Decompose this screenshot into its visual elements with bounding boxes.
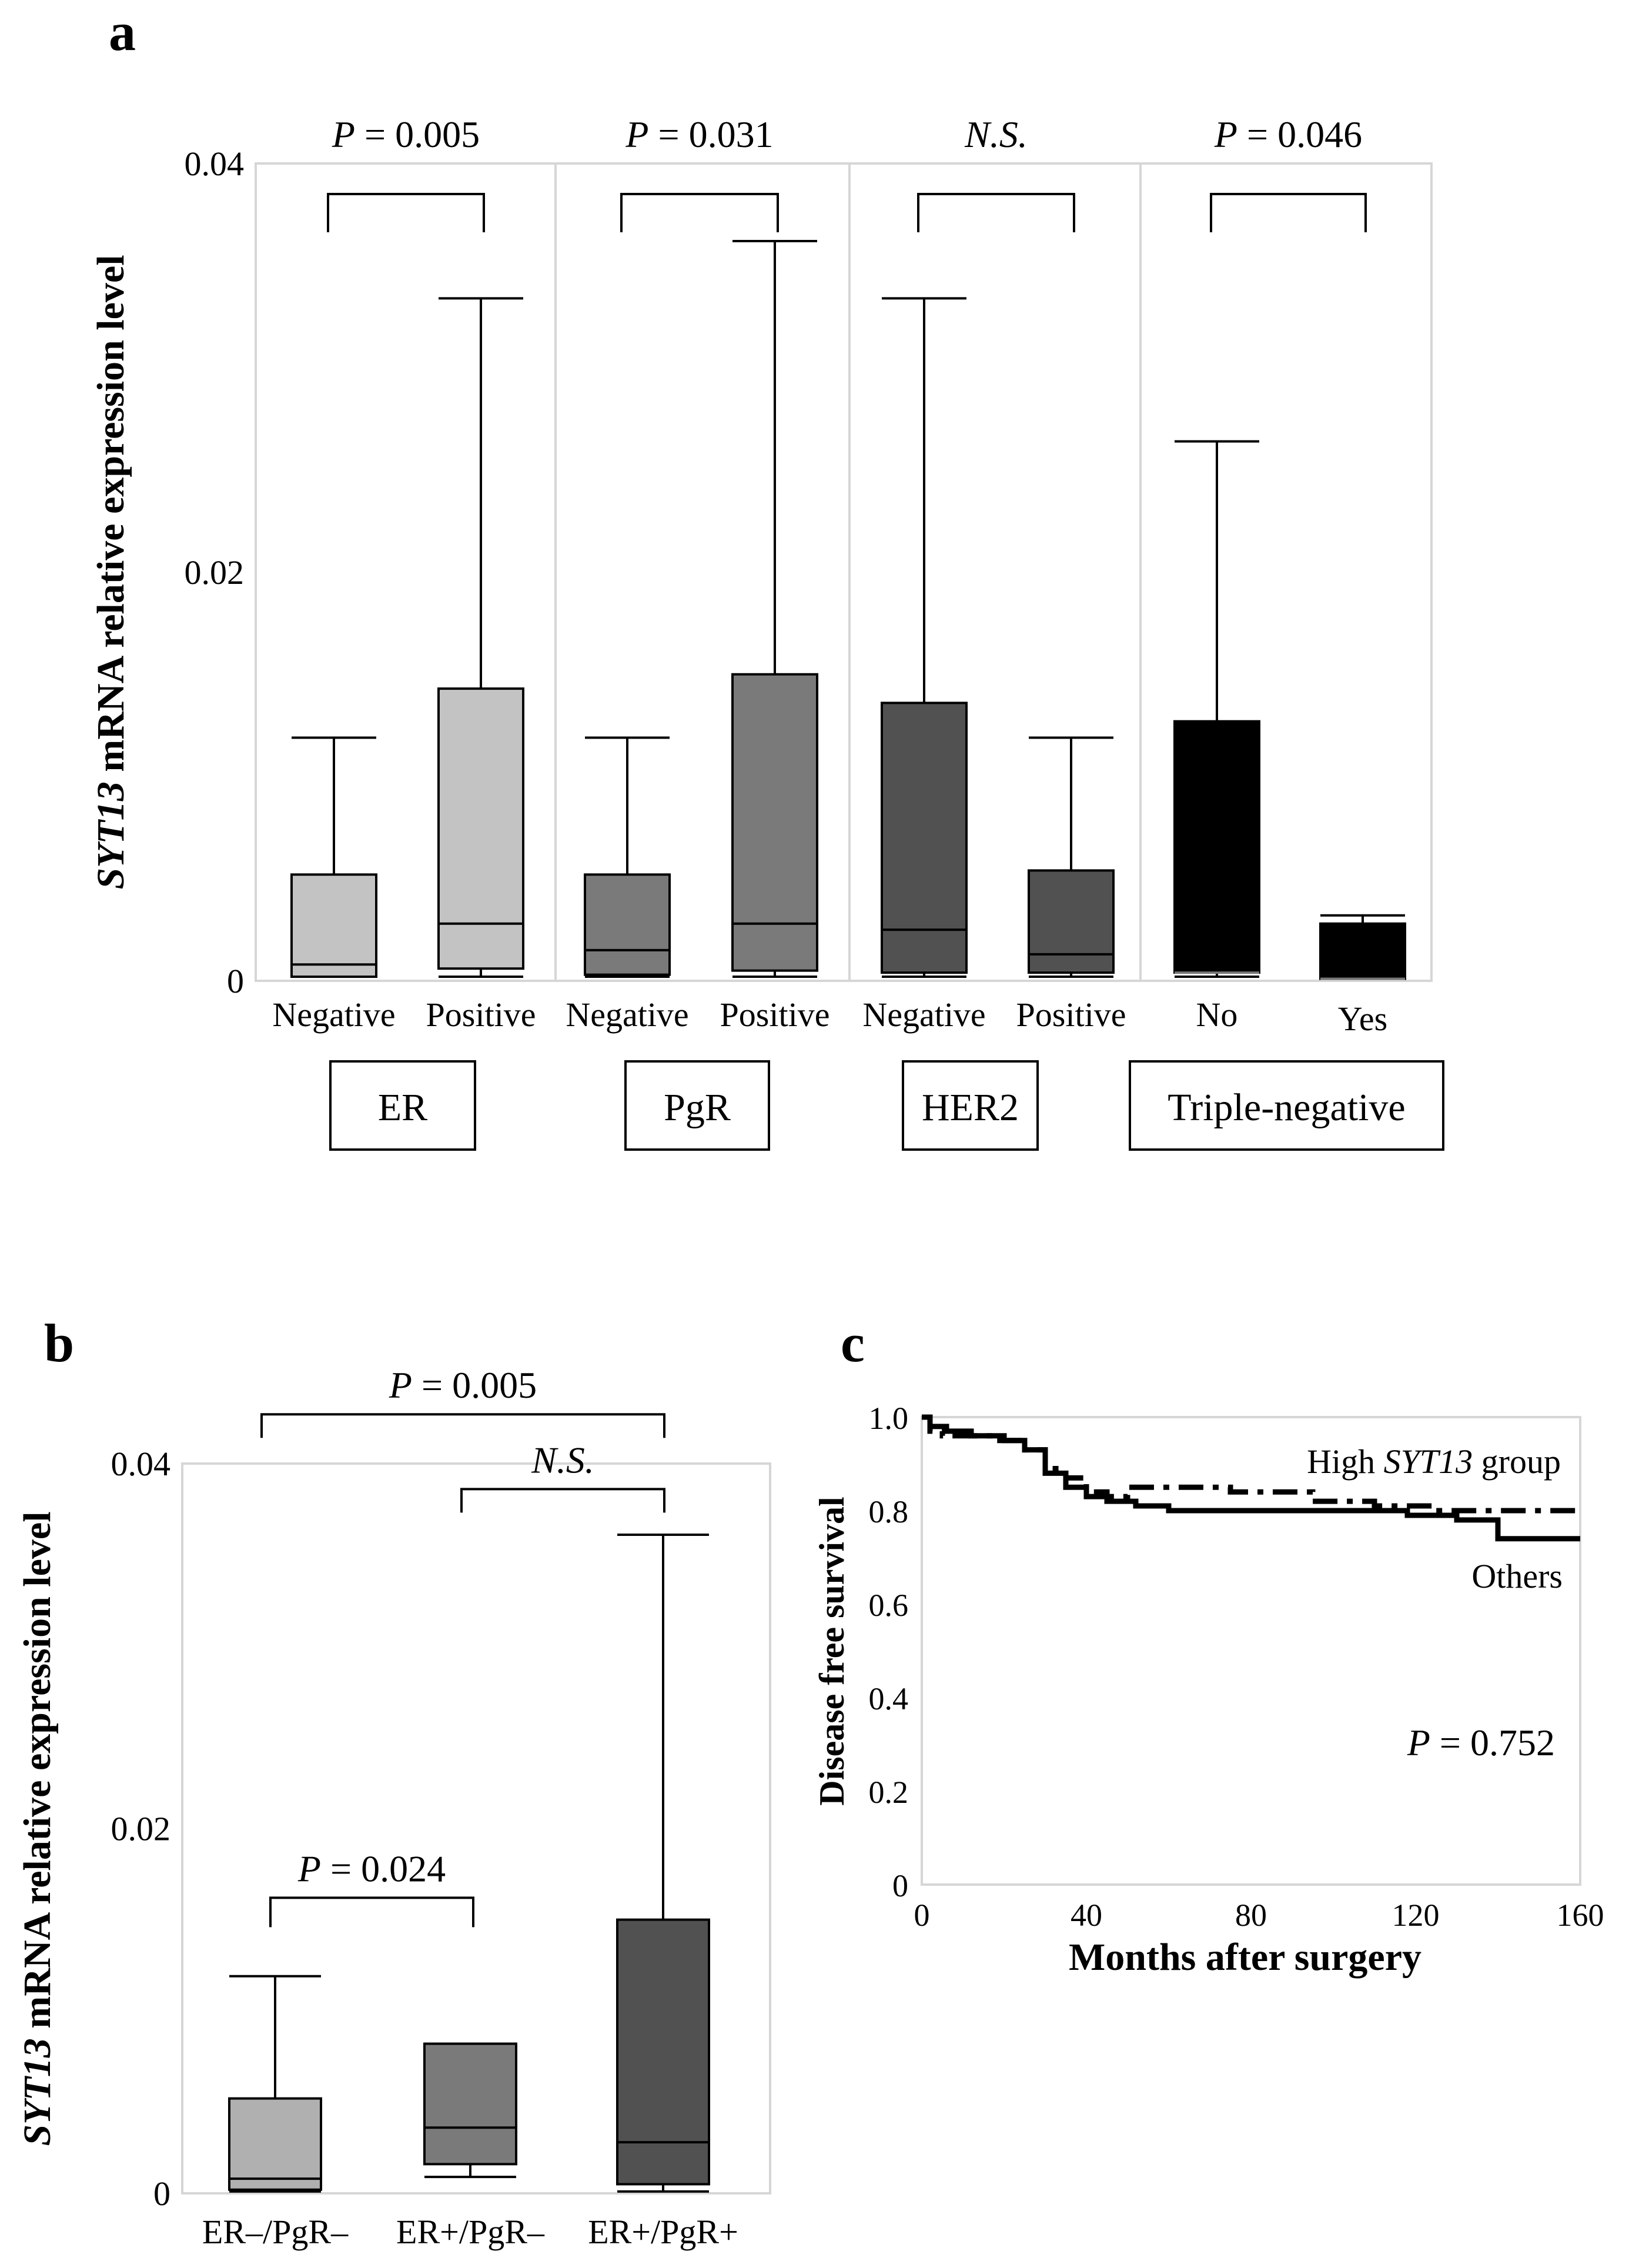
significance-label: N.S. — [964, 113, 1028, 155]
x-category-label: Negative — [566, 996, 688, 1034]
box-iqr — [423, 2042, 517, 2166]
y-tick-label: 0 — [227, 962, 244, 1000]
significance-label: P = 0.005 — [389, 1364, 537, 1406]
x-category-label: ER+/PgR– — [396, 2213, 545, 2251]
box-iqr — [228, 2097, 322, 2191]
significance-label: N.S. — [531, 1439, 594, 1481]
x-tick-label: 40 — [1071, 1898, 1102, 1933]
box-iqr — [1319, 922, 1406, 980]
box-iqr — [437, 687, 524, 970]
significance-label: P = 0.005 — [332, 113, 480, 155]
x-category-label: Negative — [862, 996, 985, 1034]
panel-a-y-axis-label: SYT13 mRNA relative expression level — [89, 255, 132, 889]
group-label-box — [1129, 1060, 1444, 1151]
y-tick-label: 0.02 — [111, 1810, 171, 1848]
y-tick-label: 1.0 — [869, 1401, 909, 1436]
y-tick-label: 0.04 — [185, 145, 245, 183]
box-iqr — [1028, 869, 1115, 974]
group-label-box — [624, 1060, 770, 1151]
significance-bracket — [269, 1896, 474, 1928]
x-category-label: Yes — [1338, 1000, 1387, 1038]
significance-bracket — [620, 193, 779, 232]
x-tick-label: 160 — [1557, 1898, 1604, 1933]
panel-b-boxplot: 0.04 0.02 0 SYT13 mRNA relative expression… — [16, 1364, 771, 2251]
y-tick-label: 0.8 — [869, 1494, 909, 1529]
panel-c-x-axis-label: Months after surgery — [1069, 1936, 1421, 1979]
x-category-label: Negative — [272, 996, 395, 1034]
series-label-high-syt13: High SYT13 group — [1307, 1442, 1561, 1481]
y-tick-label: 0.4 — [869, 1681, 909, 1716]
group-label-box — [902, 1060, 1039, 1151]
y-tick-label: 0 — [892, 1868, 908, 1903]
box-iqr — [731, 673, 818, 972]
significance-label: P = 0.046 — [1214, 113, 1362, 155]
panel-label-c: c — [841, 1313, 865, 1373]
y-tick-label: 0.2 — [869, 1775, 909, 1810]
panel-a-boxplot: 0.04 0.02 0 SYT13 mRNA relative expression… — [89, 113, 1444, 1151]
group-label: ER — [378, 1086, 427, 1129]
p-value-annotation: P = 0.752 — [1407, 1722, 1555, 1763]
panel-c-plot-frame — [921, 1416, 1581, 1886]
box-iqr — [616, 1918, 710, 2186]
x-tick-label: 0 — [914, 1898, 930, 1933]
survival-curve-others — [922, 1414, 1580, 1542]
y-tick-label: 0.6 — [869, 1588, 909, 1623]
box-iqr — [881, 702, 968, 974]
significance-bracket — [460, 1488, 665, 1513]
group-label: PgR — [664, 1086, 731, 1129]
box-iqr — [584, 873, 671, 976]
significance-bracket — [917, 193, 1075, 232]
box-iqr — [290, 873, 377, 978]
x-category-label: ER–/PgR– — [202, 2213, 349, 2251]
panel-b-plot-frame — [181, 1462, 771, 2194]
group-label-box — [329, 1060, 476, 1151]
panel-label-b: b — [44, 1313, 74, 1373]
significance-bracket — [260, 1413, 665, 1438]
x-category-label: Positive — [426, 996, 536, 1034]
group-label: HER2 — [922, 1086, 1019, 1129]
x-category-label: ER+/PgR+ — [588, 2213, 738, 2251]
y-tick-label: 0 — [153, 2175, 170, 2213]
box-iqr — [1173, 720, 1260, 974]
group-label: Triple-negative — [1168, 1086, 1405, 1129]
significance-label: P = 0.031 — [625, 113, 773, 155]
x-tick-label: 120 — [1392, 1898, 1440, 1933]
y-tick-label: 0.04 — [111, 1445, 171, 1483]
significance-bracket — [327, 193, 485, 232]
significance-bracket — [1210, 193, 1367, 232]
panel-c-survival-chart: 1.0 0.8 0.6 0.4 0.2 0 0 40 80 120 160 Disease fre… — [812, 1401, 1604, 1979]
panel-c-y-axis-label: Disease free survival — [812, 1497, 851, 1805]
x-category-label: No — [1196, 996, 1238, 1034]
y-tick-label: 0.02 — [185, 553, 245, 592]
x-category-label: Positive — [720, 996, 830, 1034]
significance-label: P = 0.024 — [297, 1848, 446, 1889]
x-category-label: Positive — [1016, 996, 1126, 1034]
x-tick-label: 80 — [1235, 1898, 1267, 1933]
panel-a-plot-frame — [255, 162, 1433, 982]
panel-b-y-axis-label: SYT13 mRNA relative expression level — [16, 1511, 59, 2146]
panel-label-a: a — [109, 2, 136, 62]
series-label-others: Others — [1471, 1557, 1563, 1595]
survival-curve-high-syt13 — [922, 1414, 1580, 1514]
